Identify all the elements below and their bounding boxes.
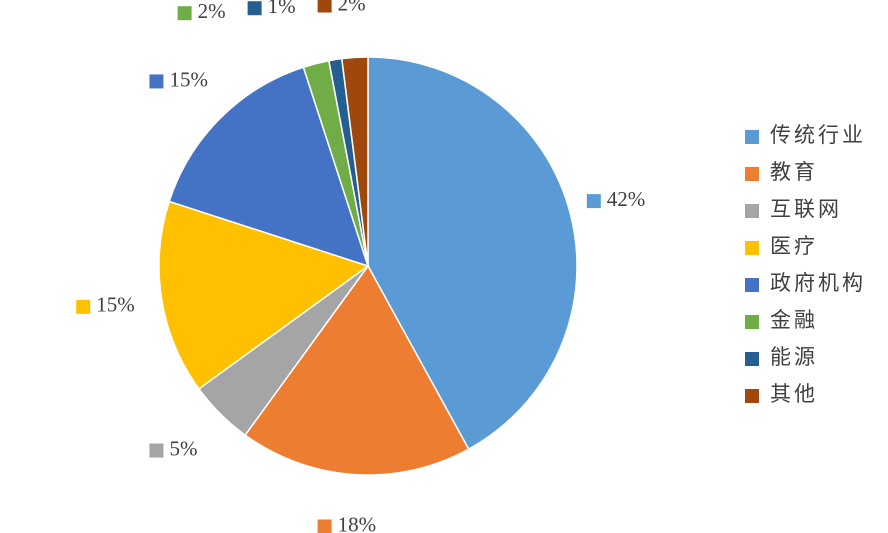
label-marker (247, 1, 262, 16)
label-marker (586, 194, 601, 209)
legend-label: 其他 (770, 382, 818, 406)
legend-swatch (745, 167, 759, 181)
label-marker (149, 74, 164, 89)
label-marker (317, 519, 332, 533)
data-label: 15% (96, 293, 135, 317)
data-label: 5% (169, 436, 197, 460)
data-label: 15% (169, 67, 208, 91)
legend-label: 医疗 (770, 234, 818, 258)
pie-slice (367, 56, 578, 451)
legend-swatch (745, 204, 759, 218)
pie-slice (158, 200, 370, 390)
data-label: 1% (268, 0, 296, 18)
label-marker (177, 6, 192, 21)
legend-label: 金融 (770, 308, 818, 332)
pie-slice (340, 56, 369, 267)
legend-label: 政府机构 (770, 271, 866, 295)
label-marker (76, 299, 91, 314)
legend-label: 互联网 (770, 197, 842, 221)
legend-label: 教育 (770, 160, 818, 184)
legend-swatch (745, 352, 759, 366)
legend-label: 传统行业 (770, 123, 866, 147)
legend-swatch (745, 278, 759, 292)
data-label: 2% (198, 0, 226, 23)
legend-swatch (745, 389, 759, 403)
pie-slice (244, 264, 470, 476)
label-marker (317, 0, 332, 13)
label-marker (149, 443, 164, 458)
legend-swatch (745, 315, 759, 329)
pie-slice (168, 66, 370, 268)
legend-label: 能源 (770, 345, 818, 369)
legend-swatch (745, 130, 759, 144)
legend-swatch (745, 241, 759, 255)
data-label: 2% (338, 0, 366, 15)
data-label: 18% (338, 512, 377, 533)
data-label: 42% (607, 187, 646, 211)
